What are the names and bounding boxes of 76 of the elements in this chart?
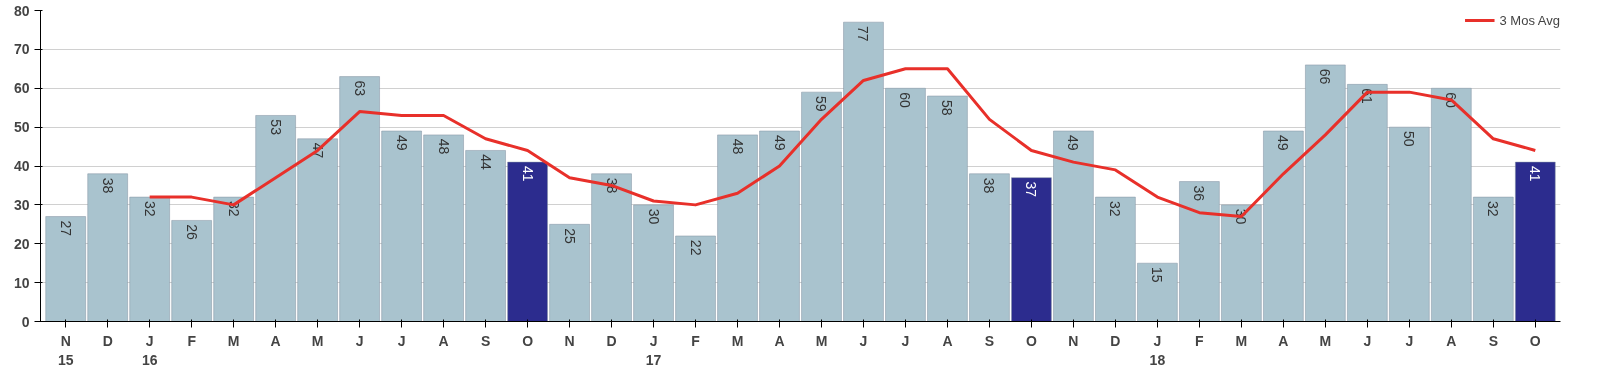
x-tick-label: F [187, 332, 197, 349]
x-tick-label: J 16 [141, 332, 158, 368]
data-label: 15 [1149, 267, 1166, 283]
x-tick-label: D [102, 332, 113, 349]
x-tick-label: F [691, 332, 701, 349]
data-label: 32 [1485, 200, 1502, 217]
y-tick-label: 10 [13, 274, 30, 291]
x-tick-label: F [1195, 332, 1205, 349]
data-label: 41 [519, 166, 536, 182]
y-tick-label: 30 [13, 196, 30, 213]
x-tick-label: D [1110, 332, 1121, 349]
data-label: 22 [687, 239, 704, 256]
y-tick-label: 0 [21, 313, 30, 330]
data-label: 58 [939, 99, 956, 116]
x-tick-label: A [1446, 332, 1457, 349]
x-tick-label: O [522, 332, 534, 349]
x-tick-label: N [1068, 332, 1079, 349]
data-label: 49 [1275, 134, 1292, 151]
x-tick-label: D [606, 332, 617, 349]
data-label: 53 [267, 119, 284, 136]
x-tick-label: A [438, 332, 449, 349]
data-label: 49 [1065, 134, 1082, 151]
data-label: 32 [141, 200, 158, 217]
x-tick-label: A [270, 332, 281, 349]
data-label: 25 [561, 228, 578, 244]
x-tick-label: N 15 [57, 332, 74, 368]
x-tick-label: J [901, 332, 910, 349]
x-tick-label: J [1405, 332, 1414, 349]
x-tick-label: J 18 [1149, 332, 1166, 368]
x-tick-label: M [227, 332, 240, 349]
data-label: 49 [771, 134, 788, 151]
data-label: 50 [1401, 131, 1418, 147]
data-label: 30 [645, 208, 662, 225]
y-tick-label: 70 [13, 41, 30, 58]
x-tick-label: S [984, 332, 995, 349]
data-label: 49 [393, 134, 410, 151]
data-label: 59 [813, 96, 830, 112]
data-label: 26 [183, 224, 200, 241]
x-tick-label: M [1319, 332, 1332, 349]
data-label: 38 [99, 177, 116, 194]
x-tick-label: M [815, 332, 828, 349]
y-tick-label: 80 [13, 2, 30, 19]
x-tick-label: J [1363, 332, 1372, 349]
data-label: 63 [351, 80, 368, 97]
y-tick-label: 40 [13, 158, 30, 174]
data-label: 37 [1023, 181, 1040, 198]
x-tick-label: J [859, 332, 868, 349]
x-tick-label: J 17 [645, 332, 662, 368]
data-label: 32 [1107, 200, 1124, 217]
x-tick-label: S [480, 332, 491, 349]
data-label: 41 [1527, 166, 1544, 182]
x-tick-label: J [397, 332, 406, 349]
data-label: 60 [897, 92, 914, 108]
x-tick-label: O [1529, 332, 1541, 349]
x-tick-label: N [564, 332, 575, 349]
x-tick-label: A [942, 332, 953, 349]
data-label: 66 [1317, 68, 1334, 85]
x-tick-label: S [1488, 332, 1498, 349]
data-label: 38 [981, 177, 998, 194]
data-label: 36 [1191, 185, 1208, 202]
data-label: 48 [729, 138, 746, 155]
x-tick-label: O [1025, 332, 1037, 349]
legend-label: 3 Mos Avg [1499, 12, 1560, 28]
y-tick-label: 20 [13, 235, 30, 252]
x-tick-label: M [1235, 332, 1248, 349]
x-tick-label: M [731, 332, 744, 349]
x-tick-label: A [1278, 332, 1289, 349]
data-label: 44 [477, 154, 494, 171]
x-tick-label: J [355, 332, 364, 349]
data-label: 48 [435, 138, 452, 155]
y-tick-label: 60 [13, 80, 30, 97]
data-label: 27 [57, 220, 74, 237]
data-label: 77 [855, 26, 872, 42]
x-tick-label: M [311, 332, 324, 349]
x-tick-label: A [774, 332, 785, 349]
y-tick-label: 50 [13, 119, 30, 136]
